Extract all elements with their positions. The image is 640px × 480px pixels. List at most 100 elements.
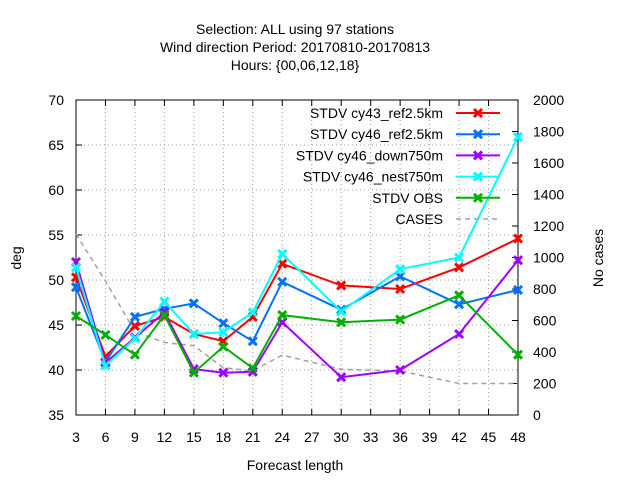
data-point [454, 299, 465, 310]
data-point [129, 349, 140, 360]
y2-tick-label: 1000 [533, 250, 564, 266]
legend-entry: CASES [396, 211, 500, 227]
series-layer [70, 131, 524, 385]
y2-tick-label: 400 [533, 344, 557, 360]
data-point [218, 327, 229, 338]
y-tick-label: 45 [48, 317, 64, 333]
data-point [159, 307, 170, 318]
legend-entry: STDV cy43_ref2.5km [310, 105, 500, 121]
data-point [247, 307, 258, 318]
data-point [100, 329, 111, 340]
data-point [336, 306, 347, 317]
series-stdv-cy46-nest750m [70, 131, 524, 371]
legend: STDV cy43_ref2.5km STDV cy46_ref2.5km STDV… [296, 105, 500, 227]
x-tick-label: 6 [102, 429, 110, 445]
series-line [75, 136, 519, 368]
x-tick-label: 33 [363, 429, 379, 445]
legend-label: STDV cy46_ref2.5km [310, 126, 443, 142]
y-tick-label: 50 [48, 272, 64, 288]
legend-label: STDV cy46_down750m [296, 147, 443, 163]
data-point [277, 276, 288, 287]
x-tick-label: 9 [131, 429, 139, 445]
series-line [75, 294, 519, 375]
chart-title-line: Selection: ALL using 97 stations [196, 21, 394, 37]
y2-tick-label: 1600 [533, 155, 564, 171]
data-point [129, 333, 140, 344]
data-point [336, 317, 347, 328]
data-point [395, 314, 406, 325]
legend-label: STDV cy46_nest750m [303, 169, 443, 185]
legend-marker [472, 192, 484, 203]
data-point [70, 310, 82, 322]
data-point [512, 284, 524, 295]
data-point [395, 364, 406, 376]
data-point [129, 320, 140, 331]
y-tick-label: 65 [48, 137, 64, 153]
x-tick-label: 42 [451, 429, 467, 445]
legend-entry: STDV cy46_down750m [296, 147, 500, 163]
data-point [336, 372, 347, 383]
data-point [159, 310, 170, 321]
data-point [247, 336, 258, 347]
y2-tick-label: 200 [533, 376, 557, 392]
series-line [75, 233, 518, 385]
y-tick-label: 35 [48, 407, 64, 423]
series-stdv-cy46-down750m [70, 255, 524, 383]
data-point [70, 282, 82, 293]
x-tick-label: 27 [304, 429, 320, 445]
data-point [454, 328, 465, 340]
x-tick-label: 21 [245, 429, 261, 445]
y-tick-label: 40 [48, 362, 64, 378]
y2-tick-label: 0 [533, 407, 541, 423]
x-tick-label: 39 [422, 429, 438, 445]
data-point [70, 262, 82, 273]
data-point [218, 341, 229, 352]
legend-entry: STDV OBS [372, 190, 500, 206]
x-tick-label: 12 [157, 429, 173, 445]
data-point [512, 233, 524, 244]
x-axis-label: Forecast length [247, 457, 344, 473]
series-line [75, 259, 519, 379]
y2-tick-label: 600 [533, 313, 557, 329]
series-line [75, 275, 519, 365]
x-tick-label: 45 [481, 429, 497, 445]
x-tick-label: 18 [216, 429, 232, 445]
data-point [454, 252, 465, 263]
data-point [247, 363, 258, 374]
data-point [454, 290, 465, 301]
x-axis: 3 6 9 12 15 18 21 24 27 30 33 36 39 42 45 48 [72, 100, 526, 445]
series-stdv-obs [70, 290, 524, 378]
y2-tick-label: 1800 [533, 124, 564, 140]
y-axis-label: deg [8, 246, 24, 269]
data-point [336, 280, 347, 291]
y-tick-label: 70 [48, 92, 64, 108]
grid [76, 100, 518, 415]
data-point [218, 318, 229, 329]
data-point [100, 360, 111, 371]
series-cases [75, 233, 518, 385]
legend-marker [472, 171, 484, 182]
x-tick-label: 3 [72, 429, 80, 445]
y2-tick-label: 2000 [533, 92, 564, 108]
data-point [188, 367, 199, 378]
chart-title-line: Hours: {00,06,12,18} [231, 57, 360, 73]
data-point [454, 262, 465, 273]
series-line [75, 237, 519, 359]
x-tick-label: 24 [274, 429, 290, 445]
x-tick-label: 15 [186, 429, 202, 445]
legend-marker [472, 150, 484, 161]
y2-tick-label: 1200 [533, 218, 564, 234]
x-tick-label: 30 [333, 429, 349, 445]
y-tick-label: 55 [48, 227, 64, 243]
data-point [512, 349, 524, 360]
data-point [277, 248, 288, 259]
data-point [512, 131, 524, 142]
y-axis: 35 40 45 50 55 60 65 70 [48, 92, 82, 423]
data-point [188, 328, 199, 340]
data-point [277, 310, 288, 321]
x-tick-label: 36 [392, 429, 408, 445]
legend-marker [472, 107, 484, 119]
y2-tick-label: 800 [533, 281, 557, 297]
legend-marker [472, 129, 484, 140]
